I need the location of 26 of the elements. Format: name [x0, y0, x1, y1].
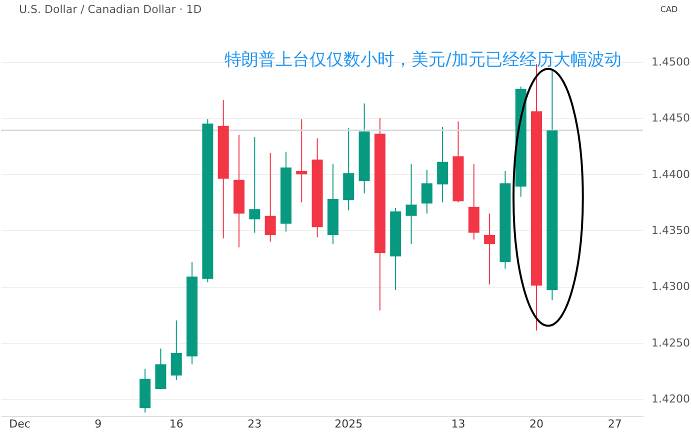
y-tick-label: 1.4400	[652, 168, 690, 181]
annotation: 特朗普上台仅仅数小时，美元/加元已经经历大幅波动	[224, 50, 622, 70]
y-tick-label: 1.4350	[652, 224, 690, 237]
candlestick	[437, 126, 448, 203]
candlestick	[421, 169, 432, 214]
x-tick-label: 9	[94, 418, 102, 430]
candlestick	[264, 152, 276, 242]
y-tick-label: 1.4450	[652, 112, 690, 125]
y-tick-label: 1.4250	[652, 336, 690, 350]
candlestick	[170, 320, 182, 381]
text: CAD	[660, 5, 678, 14]
x-tick-label: 16	[169, 418, 184, 430]
candlestick	[406, 164, 417, 244]
candlestick	[296, 118, 308, 203]
x-tick-label: Dec	[9, 418, 30, 430]
x-tick-label: 20	[530, 418, 544, 430]
x-tick-label: 13	[451, 418, 466, 430]
y-tick-label: 1.4500	[652, 55, 690, 68]
x-tick-label: 23	[248, 418, 262, 430]
x-tick-label: 2025	[334, 418, 363, 430]
y-tick-label: 1.4300	[652, 280, 690, 294]
candlestick	[249, 136, 260, 234]
candlestick	[484, 213, 496, 285]
chart-title: U.S. Dollar / Canadian Dollar · 1D	[19, 3, 202, 16]
x-tick-label: 27	[608, 418, 622, 430]
y-tick-label: 1.4200	[652, 392, 690, 406]
